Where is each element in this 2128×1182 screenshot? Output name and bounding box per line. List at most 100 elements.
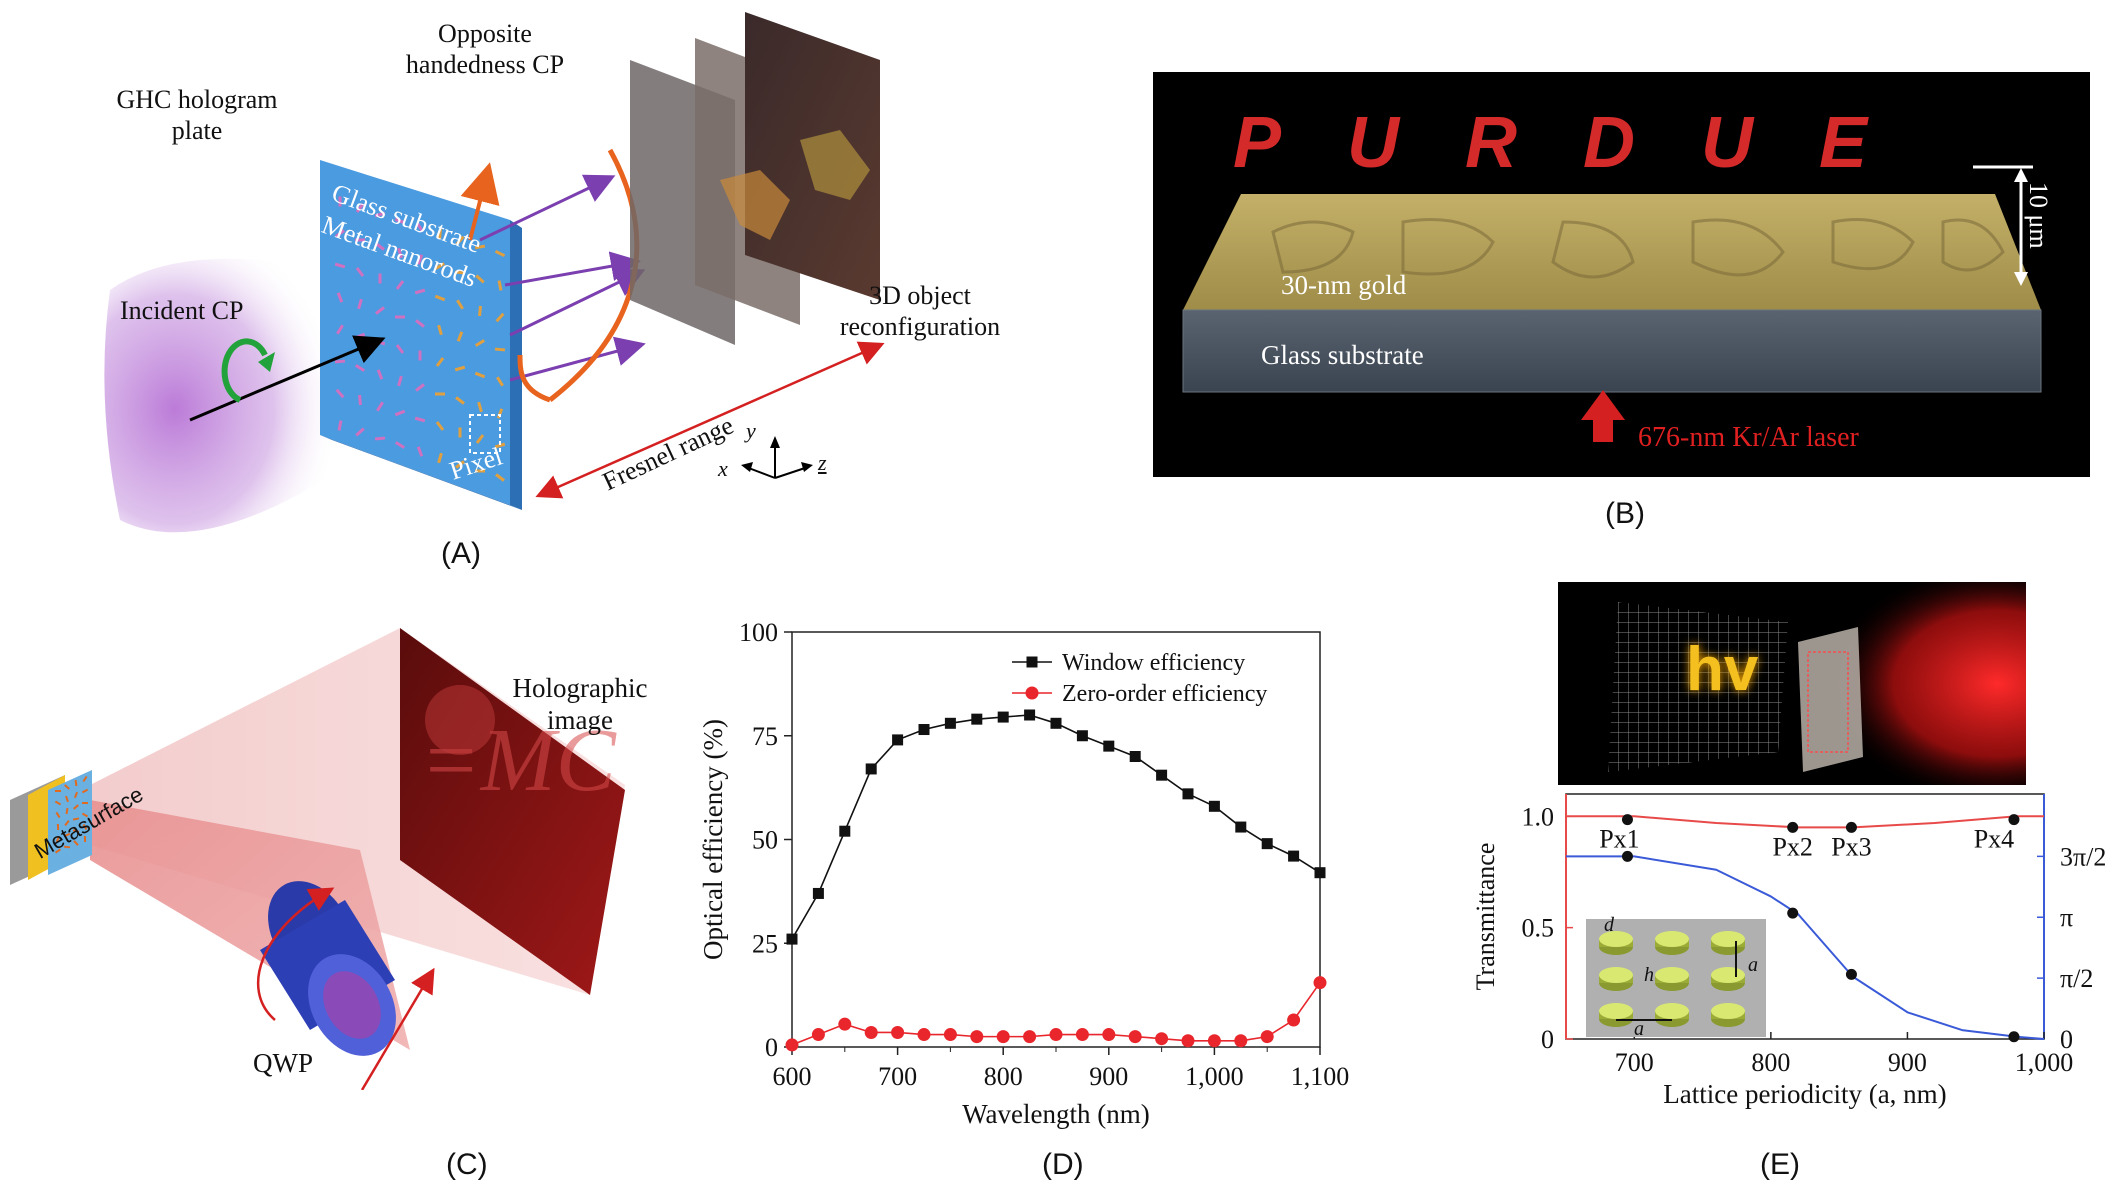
data-point: [1155, 1032, 1168, 1045]
data-point: [1183, 788, 1194, 799]
data-point: [1262, 838, 1273, 849]
transmittance-point: [1846, 822, 1857, 833]
left-tick-label: 1.0: [1522, 802, 1555, 831]
data-point: [1156, 770, 1167, 781]
opposite-cp-label: Opposite handedness CP: [380, 18, 590, 80]
data-point: [971, 714, 982, 725]
legend-label: Window efficiency: [1062, 650, 1245, 676]
inset-pillar-top: [1599, 1003, 1633, 1019]
px-label: Px4: [1974, 825, 2014, 854]
right-tick-label: π: [2060, 903, 2073, 932]
data-point: [1077, 730, 1088, 741]
transmittance-point: [1787, 822, 1798, 833]
inset-pillar-top: [1711, 967, 1745, 983]
legend-label: Zero-order efficiency: [1062, 681, 1267, 707]
x-tick-label: 1,100: [1291, 1062, 1350, 1091]
left-axis-label: Transmittance: [1471, 843, 1500, 991]
x-axis-label: Wavelength (nm): [962, 1099, 1150, 1129]
data-point: [1130, 751, 1141, 762]
data-point: [997, 1030, 1010, 1043]
data-point: [786, 1038, 799, 1051]
data-point: [892, 734, 903, 745]
data-point: [866, 763, 877, 774]
holo-image-label: Holographic image: [480, 672, 680, 736]
data-point: [918, 1028, 931, 1041]
axis-x-label: x: [718, 456, 728, 482]
px-label: Px1: [1599, 825, 1639, 854]
scale-label: 10 μm: [2023, 182, 2053, 249]
data-point: [865, 1026, 878, 1039]
data-point: [970, 1030, 983, 1043]
left-tick-label: 0: [1541, 1025, 1554, 1054]
glass-label: Glass substrate: [1261, 340, 1424, 371]
data-point: [1208, 1034, 1221, 1047]
data-point: [919, 724, 930, 735]
purdue-word: PURDUE: [1233, 102, 1983, 184]
y-tick-label: 0: [765, 1033, 778, 1062]
axis-z-label: z: [818, 450, 827, 476]
panel-b-image: PURDUE 10 μm 30-nm gold Glass substrate …: [1153, 72, 2090, 477]
data-point: [1315, 867, 1326, 878]
inset-pillar-top: [1711, 931, 1745, 947]
legend-marker: [1026, 687, 1039, 700]
transmittance-point: [1622, 814, 1633, 825]
data-point: [891, 1026, 904, 1039]
gold-label: 30-nm gold: [1281, 270, 1406, 301]
laser-label: 676-nm Kr/Ar laser: [1638, 422, 1859, 454]
inset-a-label-2: a: [1634, 1018, 1644, 1040]
y-tick-label: 25: [752, 929, 778, 958]
data-point: [813, 888, 824, 899]
inset-pillar-top: [1711, 1003, 1745, 1019]
data-point: [1287, 1014, 1300, 1027]
inset-a-label: a: [1748, 954, 1758, 976]
data-point: [1051, 718, 1062, 729]
data-point: [944, 1028, 957, 1041]
data-point: [1235, 822, 1246, 833]
data-point: [838, 1018, 851, 1031]
panel-e-chart: 700 800 900 1,00000.51.00π/2π3π/2Lattice pe…: [1460, 786, 2120, 1146]
panel-b-letter: (B): [1605, 497, 1645, 531]
data-point: [1103, 741, 1114, 752]
inset-h-label: h: [1644, 964, 1654, 986]
x-axis-label: Lattice periodicity (a, nm): [1663, 1079, 1946, 1109]
data-point: [1050, 1028, 1063, 1041]
data-point: [998, 712, 1009, 723]
px-label: Px2: [1772, 832, 1812, 861]
x-tick-label: 600: [773, 1062, 812, 1091]
px-label: Px3: [1831, 832, 1871, 861]
data-point: [1076, 1028, 1089, 1041]
data-point: [1129, 1030, 1142, 1043]
data-point: [1102, 1028, 1115, 1041]
x-tick-label: 800: [1751, 1048, 1790, 1077]
qwp-label: QWP: [253, 1048, 313, 1079]
x-tick-label: 700: [878, 1062, 917, 1091]
y-tick-label: 75: [752, 722, 778, 751]
data-point: [787, 934, 798, 945]
plate-label: GHC hologram plate: [102, 84, 292, 146]
right-tick-label: π/2: [2060, 964, 2093, 993]
data-point: [1024, 710, 1035, 721]
panel-e-image: hv: [1558, 582, 2026, 785]
hv-label: hv: [1686, 634, 1758, 705]
phase-point: [2008, 1031, 2019, 1042]
axis-y-label: y: [746, 418, 756, 444]
right-tick-label: 3π/2: [2060, 842, 2106, 871]
x-tick-label: 800: [984, 1062, 1023, 1091]
x-tick-label: 1,000: [1185, 1062, 1244, 1091]
inset-pillar-top: [1655, 1003, 1689, 1019]
inset-d-label: d: [1604, 914, 1615, 936]
inset-pillar-top: [1599, 967, 1633, 983]
panel-a-letter: (A): [441, 537, 481, 571]
inset-pillar-top: [1655, 931, 1689, 947]
data-point: [1234, 1034, 1247, 1047]
data-point: [1288, 851, 1299, 862]
object-reconfig-label: 3D object reconfiguration: [820, 280, 1020, 342]
data-point: [839, 826, 850, 837]
data-point: [1209, 801, 1220, 812]
y-axis-label: Optical efficiency (%): [698, 719, 728, 960]
data-point: [1023, 1030, 1036, 1043]
data-point: [1182, 1034, 1195, 1047]
x-tick-label: 900: [1888, 1048, 1927, 1077]
panel-d-chart: 600 700 800 900 1,000 1,100 0 25 50 75 100 Waveleng…: [680, 610, 1380, 1150]
phase-point: [1846, 969, 1857, 980]
